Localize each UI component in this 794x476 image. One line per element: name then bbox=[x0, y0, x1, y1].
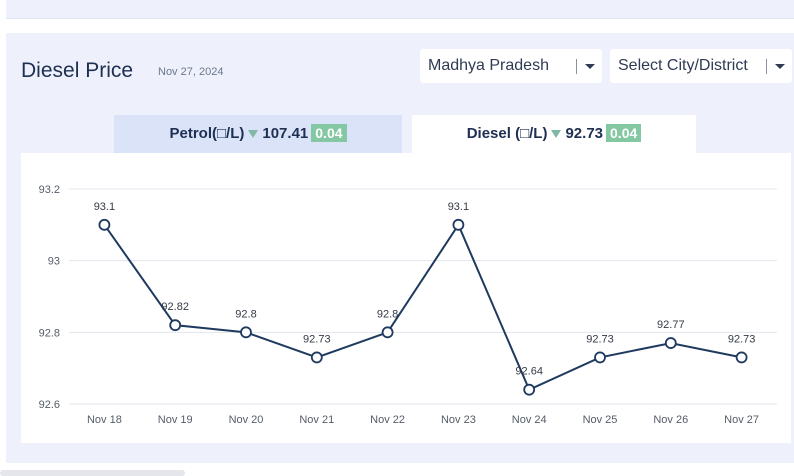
data-label: 93.1 bbox=[448, 201, 469, 213]
city-select-value: Select City/District bbox=[618, 57, 748, 74]
tab-diesel-label: Diesel (□/L) bbox=[466, 125, 548, 142]
down-arrow-icon bbox=[248, 130, 259, 139]
y-tick-label: 93.2 bbox=[39, 184, 60, 196]
price-panel: Diesel Price Nov 27, 2024 Madhya Pradesh… bbox=[6, 33, 794, 463]
tab-diesel-change-badge: 0.04 bbox=[606, 124, 642, 142]
tab-petrol-label: Petrol(□/L) bbox=[169, 125, 245, 142]
price-line-chart: 92.6 92.8 93 93.2 Nov 18 Nov 19 Nov 20 Nov 21 No… bbox=[39, 184, 777, 426]
tab-petrol[interactable]: Petrol(□/L) 107.41 0.04 bbox=[114, 115, 402, 153]
horizontal-scrollbar[interactable] bbox=[0, 470, 185, 476]
x-tick-label: Nov 27 bbox=[724, 414, 759, 426]
data-label: 92.64 bbox=[515, 366, 543, 378]
data-label: 92.8 bbox=[377, 308, 398, 320]
x-tick-label: Nov 25 bbox=[583, 414, 618, 426]
data-label: 92.77 bbox=[657, 319, 685, 331]
data-label: 92.73 bbox=[728, 333, 756, 345]
chevron-down-icon[interactable] bbox=[585, 64, 595, 69]
state-select-separator bbox=[576, 59, 577, 74]
tab-diesel-price: 92.73 bbox=[565, 125, 604, 142]
data-point bbox=[452, 218, 465, 231]
x-tick-label: Nov 18 bbox=[87, 414, 122, 426]
y-tick-label: 92.8 bbox=[39, 327, 60, 339]
state-select[interactable]: Madhya Pradesh bbox=[420, 49, 602, 83]
data-point bbox=[381, 326, 394, 339]
data-label: 93.1 bbox=[94, 201, 115, 213]
data-point bbox=[594, 351, 606, 364]
x-tick-label: Nov 20 bbox=[229, 414, 264, 426]
x-tick-label: Nov 24 bbox=[512, 414, 547, 426]
page-title: Diesel Price bbox=[21, 59, 134, 82]
tab-petrol-change-badge: 0.04 bbox=[311, 124, 347, 142]
data-label: 92.82 bbox=[161, 301, 189, 313]
chevron-down-icon[interactable] bbox=[775, 64, 785, 69]
data-label: 92.73 bbox=[586, 333, 614, 345]
y-tick-label: 93 bbox=[48, 256, 60, 268]
x-tick-label: Nov 22 bbox=[370, 414, 405, 426]
data-label: 92.8 bbox=[235, 308, 256, 320]
x-tick-label: Nov 19 bbox=[158, 414, 193, 426]
data-point bbox=[240, 326, 252, 339]
tab-diesel[interactable]: Diesel (□/L) 92.73 0.04 bbox=[412, 115, 696, 153]
state-select-value: Madhya Pradesh bbox=[428, 57, 549, 74]
down-arrow-icon bbox=[551, 130, 562, 139]
chart-card: 92.6 92.8 93 93.2 Nov 18 Nov 19 Nov 20 Nov 21 No… bbox=[21, 153, 791, 443]
data-point bbox=[98, 218, 111, 231]
city-select[interactable]: Select City/District bbox=[610, 49, 792, 83]
x-tick-label: Nov 21 bbox=[299, 414, 334, 426]
top-strip bbox=[6, 0, 794, 19]
city-select-separator bbox=[766, 59, 767, 74]
series-line bbox=[103, 222, 742, 392]
x-tick-label: Nov 26 bbox=[653, 414, 688, 426]
data-point bbox=[523, 383, 536, 396]
data-point bbox=[664, 337, 677, 349]
data-point bbox=[310, 351, 323, 364]
y-tick-label: 92.6 bbox=[39, 399, 60, 411]
data-point bbox=[169, 319, 182, 332]
data-point bbox=[735, 351, 748, 364]
tab-petrol-price: 107.41 bbox=[262, 125, 309, 142]
data-label: 92.73 bbox=[303, 333, 331, 345]
x-tick-label: Nov 23 bbox=[441, 414, 476, 426]
price-date: Nov 27, 2024 bbox=[158, 66, 224, 78]
